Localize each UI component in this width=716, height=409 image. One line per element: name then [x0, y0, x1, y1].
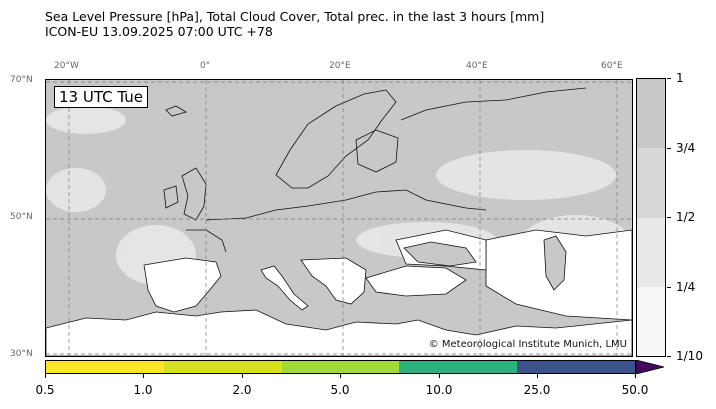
valid-time-label: 13 UTC Tue	[54, 86, 148, 108]
cloud-band-2	[637, 148, 665, 218]
cloud-label-1-10: 1/10	[676, 349, 703, 363]
cloud-tick	[667, 287, 671, 288]
cloud-tick	[667, 217, 671, 218]
lon-label-20e: 20°E	[329, 61, 351, 71]
precip-tick	[242, 374, 243, 378]
precip-tick	[537, 374, 538, 378]
precip-band-2	[163, 361, 282, 373]
cloud-band-3	[637, 217, 665, 287]
cloud-cover-colorbar	[636, 78, 666, 357]
precip-label-2-0: 2.0	[232, 383, 252, 397]
map-panel: 13 UTC Tue © Meteorological Institute Mu…	[45, 79, 633, 357]
lon-label-0: 0°	[200, 61, 211, 71]
precip-extend-arrow	[636, 360, 665, 374]
precip-label-5-0: 5.0	[330, 383, 350, 397]
lat-label-30n: 30°N	[10, 349, 33, 359]
cloud-tick	[667, 148, 671, 149]
precip-band-5	[517, 361, 635, 373]
precip-tick	[143, 374, 144, 378]
chart-title: Sea Level Pressure [hPa], Total Cloud Co…	[45, 9, 544, 39]
cloud-label-1-4: 1/4	[676, 280, 696, 294]
precipitation-colorbar	[45, 360, 636, 374]
cloud-tick	[667, 356, 671, 357]
lon-label-40e: 40°E	[466, 61, 488, 71]
cloud-band-1	[637, 79, 665, 149]
precip-tick	[439, 374, 440, 378]
precip-label-0-5: 0.5	[35, 383, 55, 397]
cloud-tick	[667, 78, 671, 79]
precip-label-10-0: 10.0	[425, 383, 453, 397]
title-line-2: ICON-EU 13.09.2025 07:00 UTC +78	[45, 24, 273, 39]
cloud-label-3-4: 3/4	[676, 141, 696, 155]
precip-label-25-0: 25.0	[523, 383, 551, 397]
map-canvas	[46, 80, 632, 356]
lon-label-20w: 20°W	[54, 61, 79, 71]
lon-label-60e: 60°E	[601, 61, 623, 71]
lat-label-50n: 50°N	[10, 212, 33, 222]
precip-label-50-0: 50.0	[621, 383, 649, 397]
lat-label-70n: 70°N	[10, 75, 33, 85]
precip-band-4	[399, 361, 518, 373]
cloud-band-4	[637, 286, 665, 356]
precip-tick	[635, 374, 636, 378]
precip-band-3	[281, 361, 400, 373]
title-line-1: Sea Level Pressure [hPa], Total Cloud Co…	[45, 9, 545, 24]
precip-band-1	[46, 361, 164, 373]
cloud-label-1: 1	[676, 71, 684, 85]
precip-tick	[45, 374, 46, 378]
cloud-label-1-2: 1/2	[676, 210, 696, 224]
precip-label-1-0: 1.0	[133, 383, 153, 397]
copyright-text: © Meteorological Institute Munich, LMU	[428, 339, 627, 350]
precip-tick	[340, 374, 341, 378]
